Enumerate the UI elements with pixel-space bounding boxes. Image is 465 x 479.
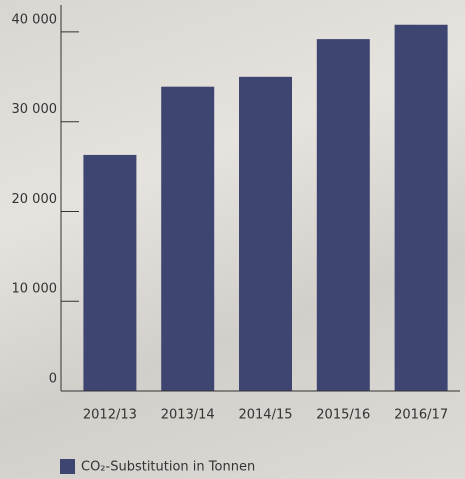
bar — [83, 155, 136, 391]
x-tick-label: 2012/13 — [83, 408, 137, 423]
y-tick-label: 0 — [49, 372, 57, 387]
page: 0 10 000 20 000 30 000 40 000 2012/13 2013/14 2… — [0, 0, 465, 479]
y-tick-label: 40 000 — [12, 12, 58, 27]
bar — [317, 39, 370, 391]
y-tick-label: 20 000 — [12, 192, 58, 207]
x-tick-label: 2013/14 — [161, 408, 215, 423]
bar — [239, 77, 292, 391]
y-tick-label: 10 000 — [12, 282, 58, 297]
y-tick-label: 30 000 — [12, 102, 58, 117]
chart: 0 10 000 20 000 30 000 40 000 2012/13 2013/14 2… — [0, 0, 465, 479]
x-tick-label: 2015/16 — [316, 408, 370, 423]
legend-swatch — [60, 459, 75, 474]
bar — [395, 25, 448, 391]
bar — [161, 87, 214, 391]
x-tick-label: 2016/17 — [394, 408, 448, 423]
legend-label: CO₂-Substitution in Tonnen — [81, 460, 255, 475]
x-tick-label: 2014/15 — [238, 408, 292, 423]
